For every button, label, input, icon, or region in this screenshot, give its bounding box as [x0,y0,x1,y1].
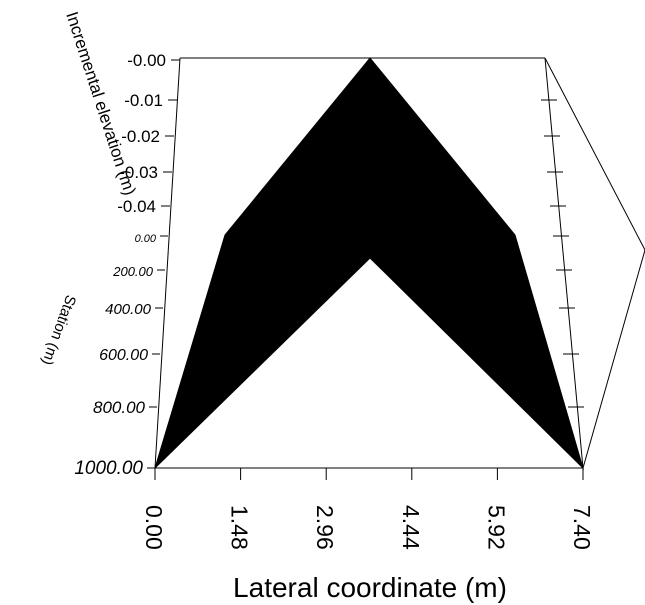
z-tick-label: -0.02 [121,127,160,146]
x-axis-ticks: 0.00 1.48 2.96 4.44 5.92 7.40 [141,468,595,550]
y-tick-label: 200.00 [112,264,154,279]
box-frame [154,57,645,469]
x-tick-label: 7.40 [569,505,595,550]
z-axis-ticks: -0.00 -0.01 -0.02 -0.03 -0.04 [117,51,180,216]
x-tick-label: 0.00 [141,505,167,550]
z-tick-label: -0.00 [127,51,166,70]
back-left-edge [154,57,181,469]
right-wall-vertical-edge [544,57,584,469]
y-axis-ticks: 0.00 200.00 400.00 600.00 800.00 1000.00 [74,233,168,479]
x-tick-label: 2.96 [312,505,338,550]
x-tick-label: 1.48 [227,505,253,550]
y-tick-label: 1000.00 [74,458,143,479]
right-side-ticks [541,99,584,408]
z-tick-label: -0.04 [117,197,156,216]
y-tick-label: 800.00 [93,398,146,417]
z-tick-label: -0.03 [119,163,158,182]
z-tick-label: -0.01 [124,91,163,110]
x-tick-label: 5.92 [483,505,509,550]
y-tick-label: 600.00 [99,347,148,364]
y-axis-title: Station (m) [38,293,79,368]
x-tick-label: 4.44 [398,505,424,550]
x-axis-title: Lateral coordinate (m) [233,572,507,603]
y-tick-label: 0.00 [135,233,157,245]
surface-front-face [154,57,585,470]
right-wall-top-edge [544,57,645,251]
y-tick-label: 400.00 [105,301,152,318]
right-wall-bottom-edge [582,249,645,469]
